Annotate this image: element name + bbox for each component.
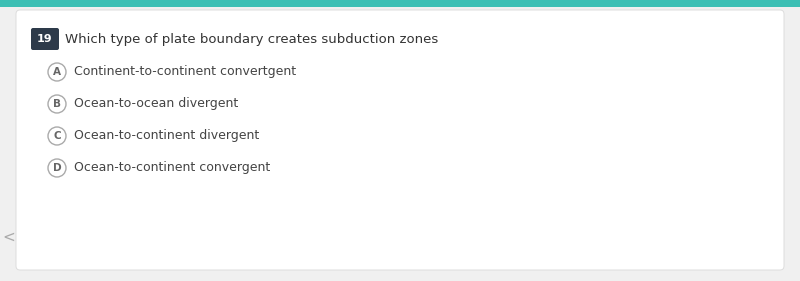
Circle shape <box>48 159 66 177</box>
Text: Which type of plate boundary creates subduction zones: Which type of plate boundary creates sub… <box>65 33 438 46</box>
Text: C: C <box>53 131 61 141</box>
Text: Continent-to-continent convertgent: Continent-to-continent convertgent <box>74 65 296 78</box>
Text: Ocean-to-ocean divergent: Ocean-to-ocean divergent <box>74 98 238 110</box>
Text: 19: 19 <box>37 34 53 44</box>
Text: Ocean-to-continent convergent: Ocean-to-continent convergent <box>74 162 270 175</box>
Circle shape <box>48 127 66 145</box>
FancyBboxPatch shape <box>31 28 59 50</box>
Circle shape <box>48 63 66 81</box>
FancyBboxPatch shape <box>0 0 800 7</box>
Circle shape <box>48 95 66 113</box>
Text: <: < <box>2 230 15 244</box>
FancyBboxPatch shape <box>16 10 784 270</box>
Text: B: B <box>53 99 61 109</box>
Text: A: A <box>53 67 61 77</box>
Text: D: D <box>53 163 62 173</box>
Text: Ocean-to-continent divergent: Ocean-to-continent divergent <box>74 130 259 142</box>
